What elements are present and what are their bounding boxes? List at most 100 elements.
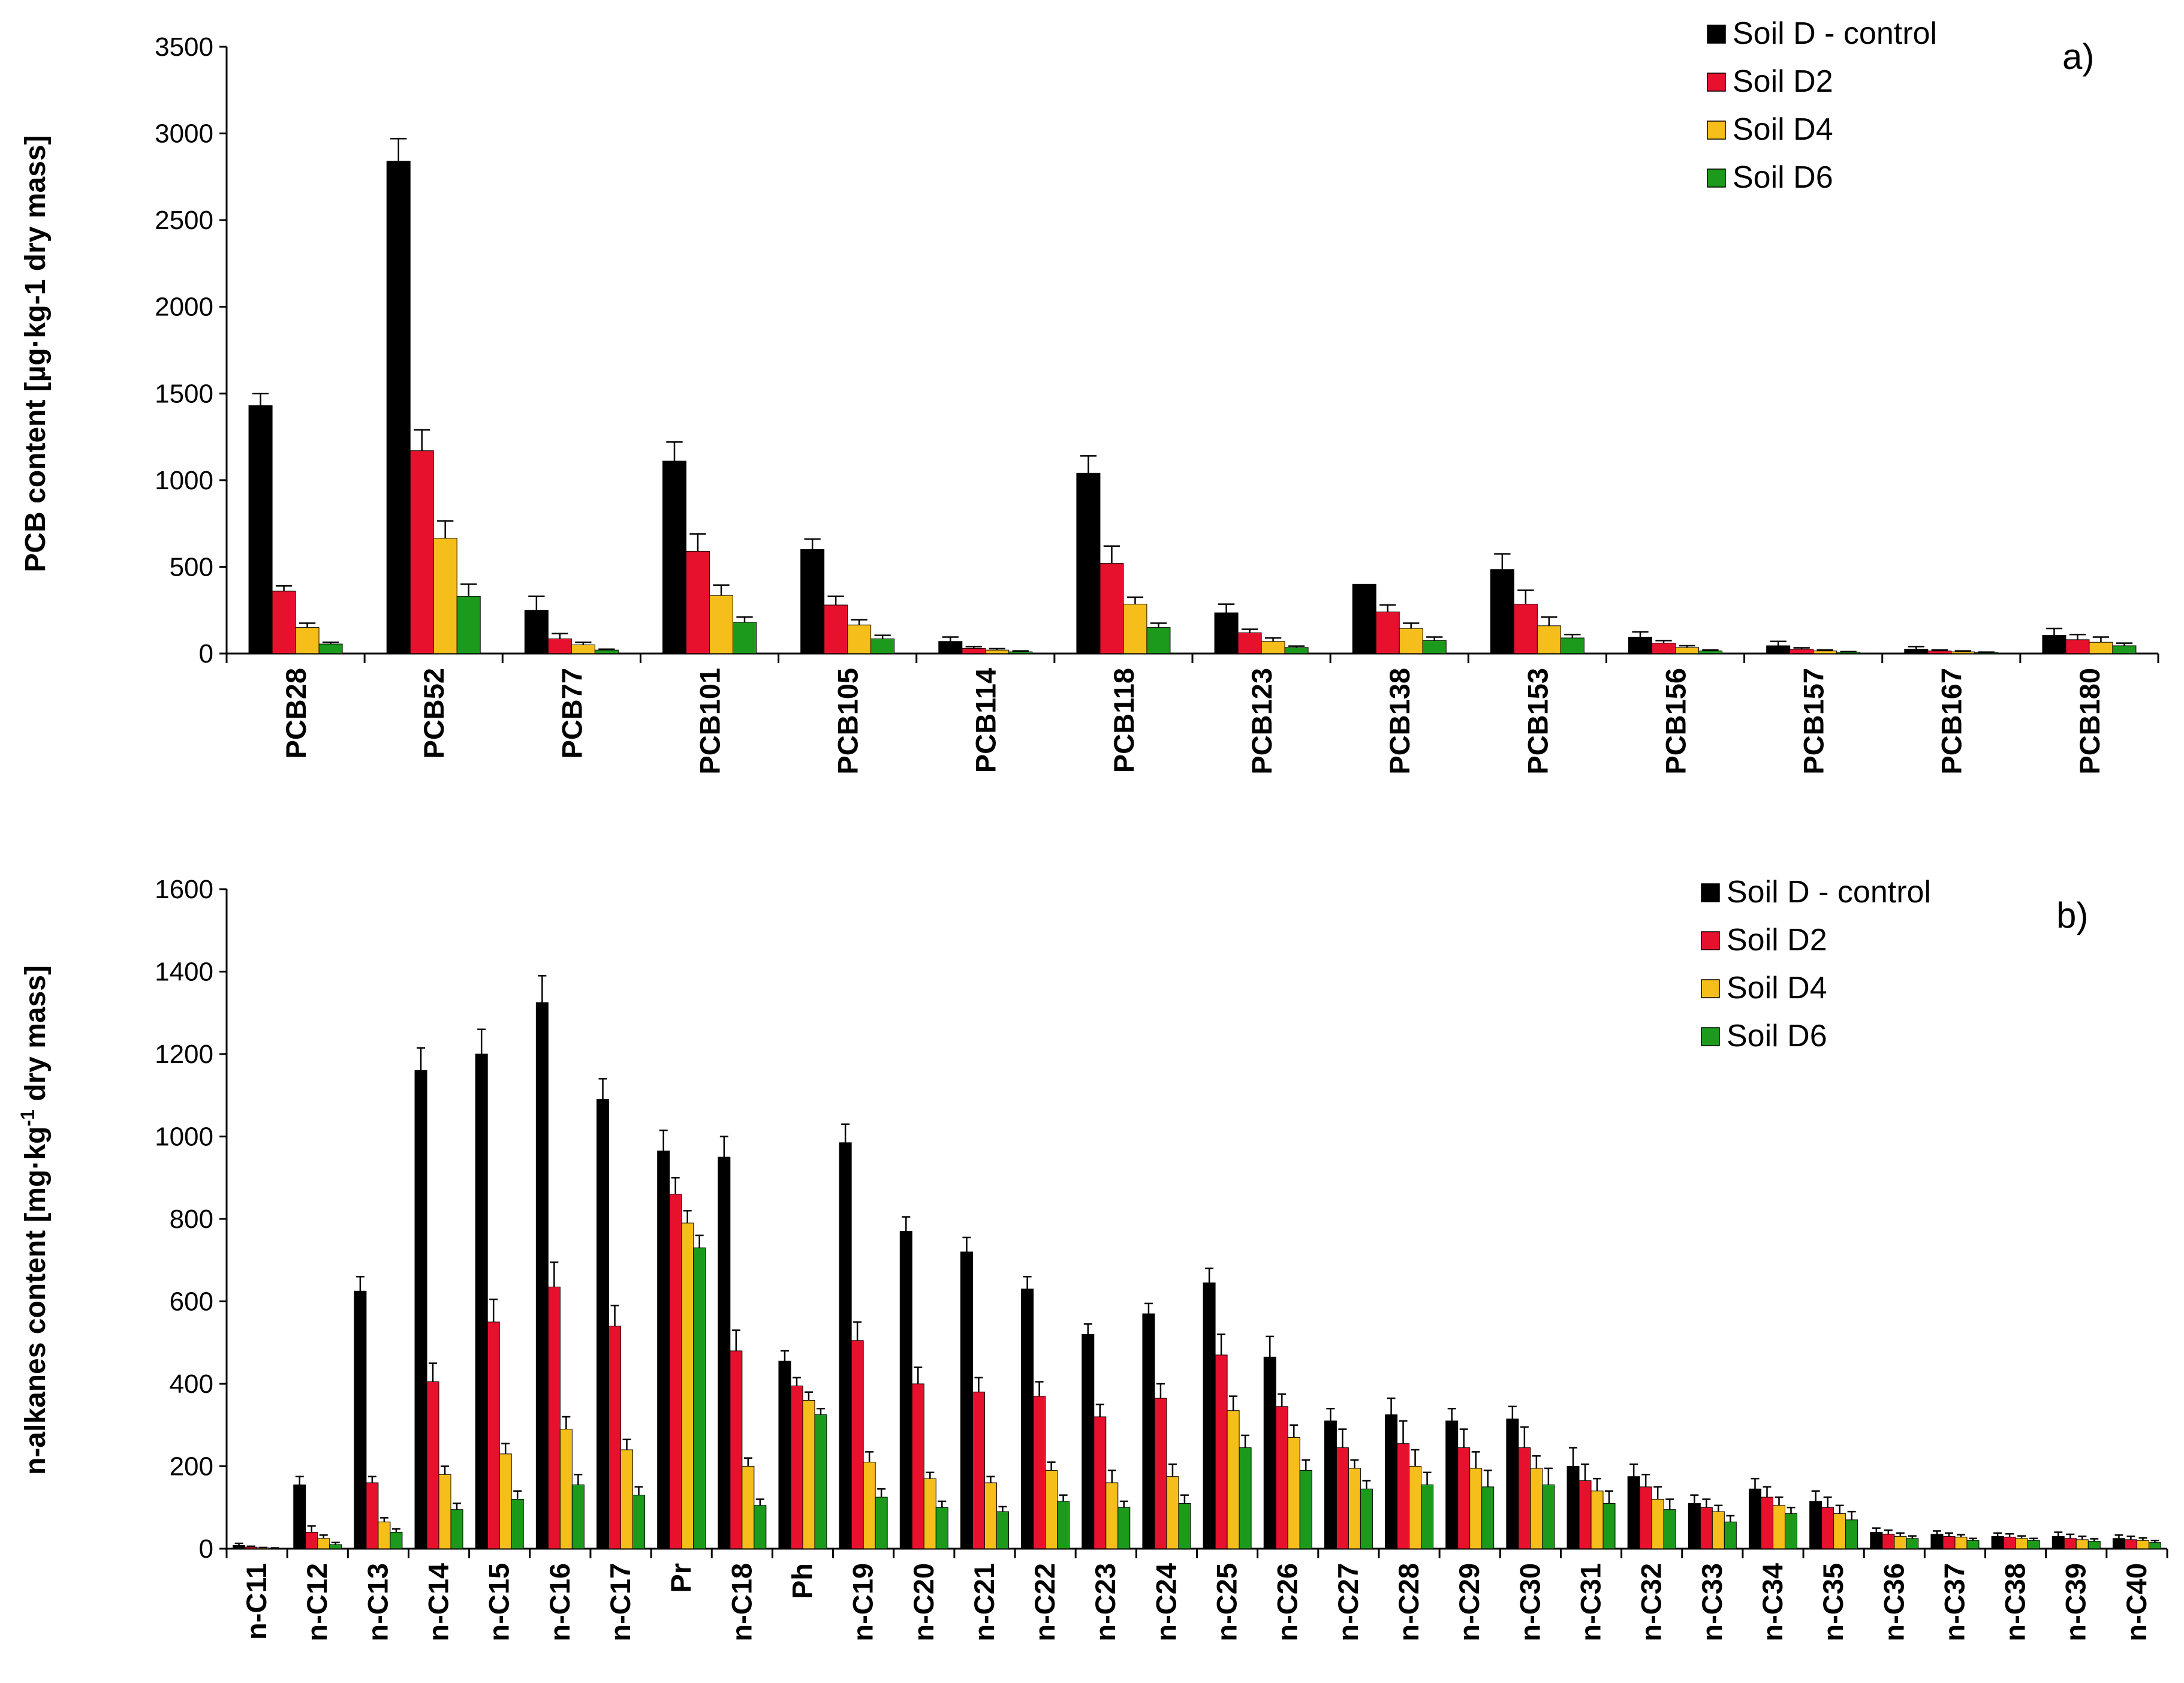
bar	[1578, 1480, 1592, 1549]
bar	[1954, 1537, 1968, 1549]
bar	[742, 1466, 755, 1549]
x-category-label: n-C17	[604, 1563, 636, 1642]
bar	[594, 649, 619, 654]
bar	[1675, 647, 1699, 654]
bar	[475, 1053, 488, 1549]
bar	[632, 1495, 646, 1549]
y-tick-label: 2000	[155, 293, 213, 322]
x-category-label: n-C33	[1696, 1563, 1728, 1642]
legend-label: Soil D6	[1727, 1019, 1827, 1053]
x-category-label: PCB123	[1246, 668, 1278, 775]
bar	[1513, 604, 1538, 654]
panel-a-bars	[248, 137, 2137, 654]
bar	[824, 604, 848, 654]
legend-label: Soil D4	[1733, 112, 1833, 147]
bar	[1469, 1468, 1483, 1549]
x-category-label: n-C37	[1938, 1563, 1970, 1642]
bar	[1261, 641, 1285, 654]
legend-label: Soil D2	[1733, 64, 1833, 99]
x-category-label: PCB28	[280, 668, 312, 759]
bar	[1906, 1538, 1919, 1549]
x-category-label: n-C12	[301, 1563, 333, 1642]
bar	[1894, 1536, 1907, 1549]
bar	[1203, 1282, 1216, 1549]
bar	[657, 1151, 670, 1549]
panel-b-y-axis-title: n-alkanes content [mg·kg-1 dry mass]	[17, 965, 52, 1475]
bar	[847, 624, 872, 654]
x-category-label: n-C15	[483, 1563, 515, 1642]
bar	[1421, 1484, 1434, 1549]
bar	[414, 1070, 427, 1549]
x-category-label: Ph	[786, 1563, 818, 1599]
x-category-label: PCB77	[556, 668, 588, 759]
bar	[1021, 1288, 1034, 1549]
bar	[2112, 1538, 2125, 1549]
bar	[2112, 645, 2137, 654]
x-category-label: n-C38	[1999, 1563, 2031, 1642]
bar	[1712, 1511, 1725, 1549]
bar	[620, 1449, 634, 1549]
bar	[1397, 1443, 1410, 1549]
bar	[1142, 1313, 1155, 1549]
bar	[524, 610, 549, 654]
panel-a-legend: Soil D - control Soil D2 Soil D4 Soil D6	[1707, 16, 1937, 195]
x-category-label: PCB52	[418, 668, 450, 759]
bar	[1904, 649, 1929, 654]
bar	[863, 1462, 876, 1549]
x-category-label: PCB105	[832, 668, 864, 775]
bar	[1324, 1420, 1337, 1549]
legend-swatch	[1707, 25, 1726, 44]
bar	[608, 1326, 622, 1549]
bar	[426, 1381, 439, 1549]
x-category-label: PCB156	[1659, 668, 1691, 775]
bar	[2042, 635, 2066, 654]
bar	[1651, 1499, 1664, 1549]
legend-label: Soil D - control	[1727, 875, 1931, 910]
bar	[1784, 1513, 1797, 1549]
legend-label: Soil D2	[1727, 923, 1827, 958]
bar	[851, 1340, 864, 1549]
bar	[354, 1290, 367, 1549]
y-tick-label: 1500	[155, 379, 213, 408]
bar	[1560, 637, 1584, 654]
bar	[1336, 1447, 1349, 1549]
bar	[1602, 1503, 1616, 1549]
bar	[571, 645, 595, 654]
y-tick-label: 1000	[155, 466, 213, 495]
legend-swatch	[1701, 931, 1720, 950]
y-tick-label: 200	[170, 1452, 213, 1482]
bar	[409, 450, 434, 654]
bar	[329, 1544, 342, 1549]
bar	[814, 1414, 827, 1549]
legend-swatch	[1707, 168, 1726, 188]
bar	[1518, 1447, 1531, 1549]
bar	[1057, 1501, 1070, 1549]
bar	[1154, 1398, 1167, 1549]
bar	[450, 1509, 463, 1549]
bar	[875, 1497, 888, 1549]
bar	[1790, 649, 1814, 654]
bar	[962, 648, 986, 654]
bar	[1275, 1406, 1288, 1549]
x-category-label: n-C40	[2120, 1563, 2152, 1642]
bar	[1237, 632, 1262, 654]
bar	[547, 1286, 561, 1549]
x-category-label: n-C19	[847, 1563, 879, 1642]
bar	[305, 1532, 318, 1549]
bar	[1481, 1486, 1495, 1549]
bar	[233, 1545, 246, 1549]
bar	[1045, 1470, 1058, 1549]
x-category-label: n-C32	[1635, 1563, 1667, 1642]
bar	[2136, 1540, 2149, 1549]
bar	[2015, 1538, 2028, 1549]
bar	[2087, 1541, 2101, 1549]
x-category-label: PCB101	[694, 668, 725, 775]
x-category-label: n-C16	[544, 1563, 576, 1642]
bar	[248, 405, 273, 654]
bar	[1409, 1466, 1422, 1549]
bar	[790, 1385, 803, 1549]
x-category-label: Pr	[665, 1563, 697, 1593]
bar	[1639, 1486, 1652, 1549]
bar	[1845, 1519, 1858, 1549]
bar	[1287, 1437, 1300, 1549]
